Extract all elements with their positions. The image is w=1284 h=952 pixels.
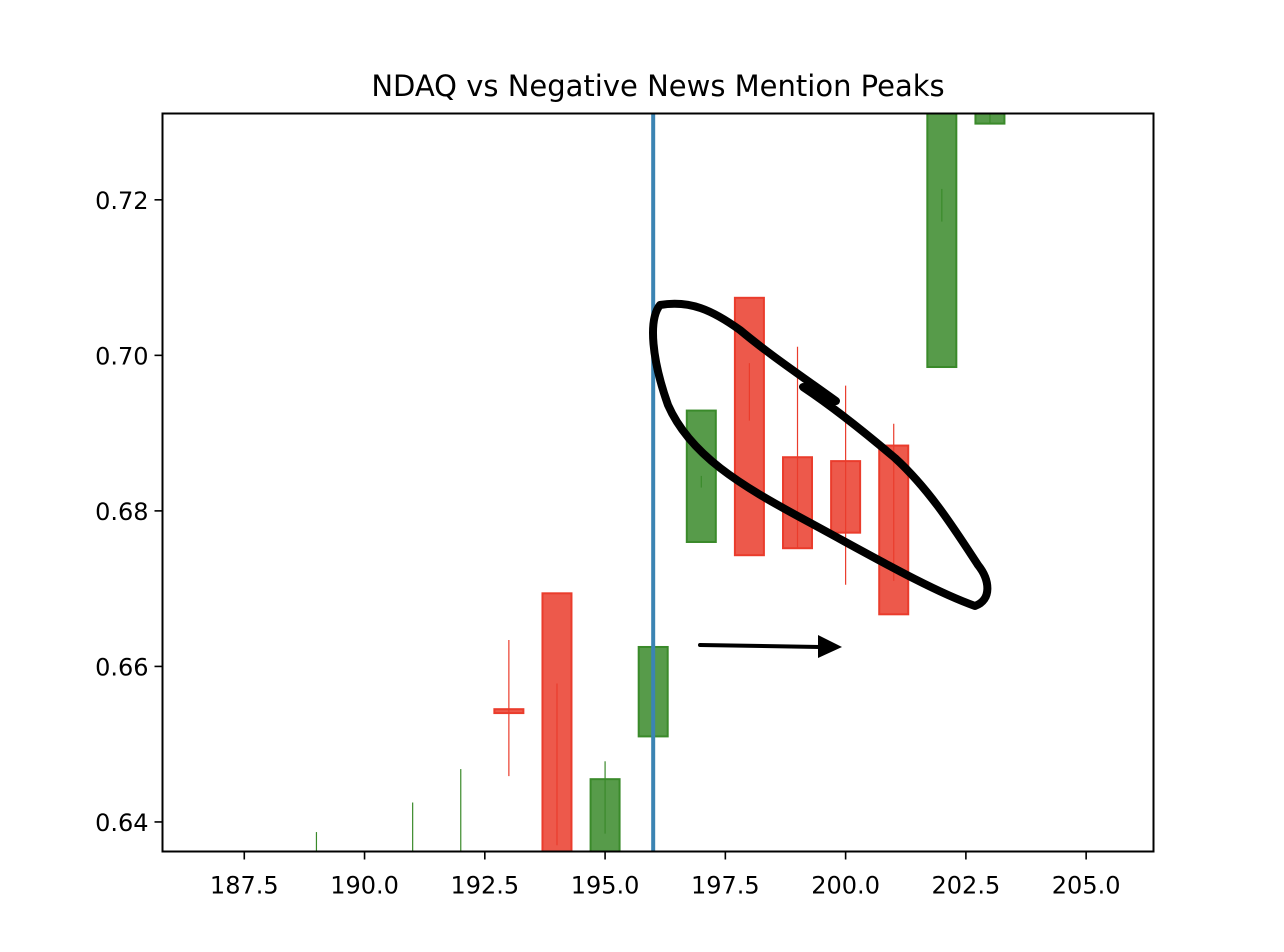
hand-drawn-annotation [649, 299, 992, 658]
candle-5 [541, 592, 573, 853]
candle-8 [685, 409, 717, 543]
candle-12 [878, 423, 910, 616]
y-tick-label: 0.70 [95, 342, 148, 370]
annotation-arrow-shaft [698, 643, 822, 649]
annotation-loop [649, 299, 992, 610]
candle-13 [926, 112, 958, 369]
candles-layer [315, 112, 1006, 853]
x-tick-label: 202.5 [932, 872, 1001, 900]
candle-10 [782, 346, 814, 550]
x-tick-label: 205.0 [1052, 872, 1121, 900]
x-tick-label: 197.5 [691, 872, 760, 900]
axes-frame [161, 112, 1155, 853]
annotation-arrow-head [818, 635, 842, 658]
y-tick-label: 0.66 [95, 653, 148, 681]
candle-11 [830, 385, 862, 585]
ticks-layer: 187.5 190.0 192.5 195.0 197.5 200.0 202.5 205.0… [95, 187, 1120, 900]
chart-title: NDAQ vs Negative News Mention Peaks [371, 69, 944, 103]
candle-4 [493, 639, 525, 777]
x-tick-label: 187.5 [210, 872, 279, 900]
x-tick-label: 195.0 [571, 872, 640, 900]
y-tick-label: 0.72 [95, 187, 148, 215]
candle-6 [589, 761, 621, 853]
candle-body [926, 112, 958, 369]
y-tick-label: 0.68 [95, 498, 148, 526]
x-tick-label: 200.0 [811, 872, 880, 900]
x-tick-label: 192.5 [450, 872, 519, 900]
y-tick-label: 0.64 [95, 809, 148, 837]
x-tick-label: 190.0 [330, 872, 399, 900]
candle-14 [974, 112, 1006, 125]
